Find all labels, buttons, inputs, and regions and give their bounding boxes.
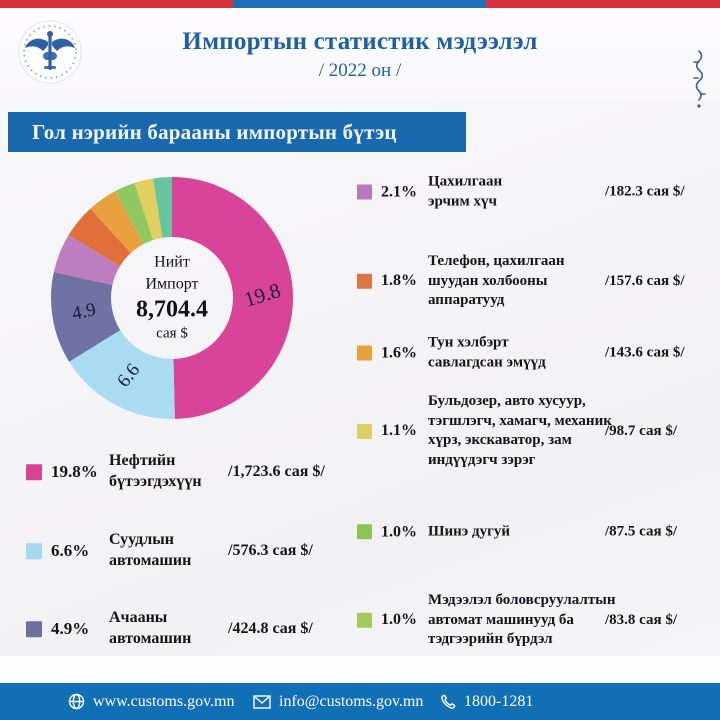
pre-footer-strip <box>0 656 720 683</box>
legend-swatch <box>357 612 372 628</box>
title-block: Импортын статистик мэдээлэл / 2022 он / <box>0 28 720 82</box>
customs-logo <box>16 18 84 86</box>
legend-label: Мэдээлэл боловсруулалтын автомат машинуу… <box>428 591 616 647</box>
legend-label: Ачааны автомашин <box>109 609 192 647</box>
legend-value: /576.3 сая $/ <box>228 542 313 559</box>
top-tricolor-bar <box>0 0 720 8</box>
legend-percent: 4.9% <box>51 619 90 638</box>
mail-icon <box>253 694 271 709</box>
footer-email-text[interactable]: info@customs.gov.mn <box>279 692 424 710</box>
donut-svg: 19.86.64.9 <box>50 177 294 419</box>
footer-phone[interactable]: 1800-1281 <box>440 683 533 720</box>
legend-item: 6.6% Суудлын автомашин/576.3 сая $/ <box>26 530 313 572</box>
customs-logo-icon <box>18 20 82 84</box>
footer-website[interactable]: www.customs.gov.mn <box>68 683 234 720</box>
donut-center-unit: сая $ <box>156 325 188 342</box>
header-strip <box>0 8 720 102</box>
footer-email[interactable]: info@customs.gov.mn <box>253 683 423 720</box>
page-subtitle: / 2022 он / <box>318 60 402 81</box>
legend-swatch <box>26 464 42 480</box>
donut-slice <box>115 182 154 245</box>
legend-label: Цахилгаан эрчим хүч <box>428 173 503 210</box>
legend-value: /1,723.6 сая $/ <box>228 463 325 480</box>
section-banner: Гол нэрийн барааны импортын бүтэц <box>8 112 466 152</box>
legend-value: /98.7 сая $/ <box>605 422 678 439</box>
legend-percent: 6.6% <box>51 541 90 560</box>
legend-item: 1.8% Телефон, цахилгаан шуудан холбооны а… <box>357 252 685 311</box>
legend-percent: 2.1% <box>381 183 417 200</box>
legend-swatch <box>357 345 372 361</box>
donut-center-line2: Импорт <box>145 275 199 293</box>
legend-percent: 1.0% <box>381 523 417 540</box>
legend-swatch <box>26 621 42 637</box>
section-banner-label: Гол нэрийн барааны импортын бүтэц <box>32 120 397 144</box>
donut-slice <box>90 191 144 253</box>
legend-label: Телефон, цахилгаан шуудан холбооны аппар… <box>428 252 565 308</box>
legend-value: /87.5 сая $/ <box>605 523 678 540</box>
legend-label: Шинэ дугуй <box>428 523 511 540</box>
topbar-red-left <box>0 0 233 8</box>
donut-chart: 19.8 6.6 4.9 Нийт Импорт 8,704.4 сая $ <box>48 174 296 422</box>
legend-item: 1.6% Тун хэлбэрт савлагдсан эмүүд/143.6 с… <box>357 334 685 373</box>
footer-website-text[interactable]: www.customs.gov.mn <box>93 692 235 710</box>
legend-value: /182.3 сая $/ <box>605 183 685 200</box>
legend-value: /157.6 сая $/ <box>605 272 685 289</box>
donut-center-line1: Нийт <box>154 253 190 271</box>
legend-item: 4.9% Ачааны автомашин/424.8 сая $/ <box>26 608 313 650</box>
donut-slice <box>53 235 120 285</box>
legend-item: 1.0% Шинэ дугуй/87.5 сая $/ <box>357 522 677 542</box>
legend-item: 1.1% Бульдозер, авто хусуур, тэгшлэгч, ха… <box>357 392 677 470</box>
legend-label: Бульдозер, авто хусуур, тэгшлэгч, хамагч… <box>428 393 612 468</box>
topbar-red-right <box>486 0 720 8</box>
donut-slice <box>172 177 294 419</box>
phone-icon <box>441 694 456 709</box>
legend-value: /143.6 сая $/ <box>605 344 685 361</box>
legend-swatch <box>357 423 372 439</box>
donut-slice <box>68 208 131 267</box>
donut-center-total: 8,704.4 <box>136 296 208 323</box>
legend-swatch <box>26 543 42 559</box>
footer-phone-text[interactable]: 1800-1281 <box>464 692 534 710</box>
legend-swatch <box>357 184 372 200</box>
topbar-blue-middle <box>233 0 486 8</box>
page-title: Импортын статистик мэдээлэл <box>182 28 538 55</box>
legend-label: Нефтийн бүтээгдэхүүн <box>109 452 202 490</box>
legend-item: 19.8% Нефтийн бүтээгдэхүүн/1,723.6 сая $/ <box>26 451 325 493</box>
footer-bar: www.customs.gov.mn info@customs.gov.mn 1… <box>0 683 720 720</box>
donut-slice <box>153 177 172 238</box>
legend-item: 1.0% Мэдээлэл боловсруулалтын автомат маш… <box>357 591 677 650</box>
legend-percent: 1.0% <box>381 611 417 628</box>
legend-label: Тун хэлбэрт савлагдсан эмүүд <box>428 334 546 371</box>
donut-slice-label: 4.9 <box>70 299 98 324</box>
donut-center-label: Нийт Импорт 8,704.4 сая $ <box>113 252 231 345</box>
legend-value: /83.8 сая $/ <box>605 611 678 628</box>
legend-percent: 1.6% <box>381 344 417 361</box>
mongolian-script-decoration <box>686 48 712 114</box>
legend-item: 2.1% Цахилгаан эрчим хүч/182.3 сая $/ <box>357 173 685 212</box>
legend-swatch <box>357 524 372 540</box>
legend-label: Суудлын автомашин <box>109 531 192 569</box>
donut-slice <box>69 330 175 419</box>
globe-icon <box>68 693 85 710</box>
legend-percent: 1.8% <box>381 272 417 289</box>
donut-slice <box>50 272 121 362</box>
donut-slice <box>134 178 163 241</box>
legend-swatch <box>357 273 372 289</box>
legend-percent: 19.8% <box>51 462 98 481</box>
legend-percent: 1.1% <box>381 422 417 439</box>
legend-value: /424.8 сая $/ <box>228 620 313 637</box>
